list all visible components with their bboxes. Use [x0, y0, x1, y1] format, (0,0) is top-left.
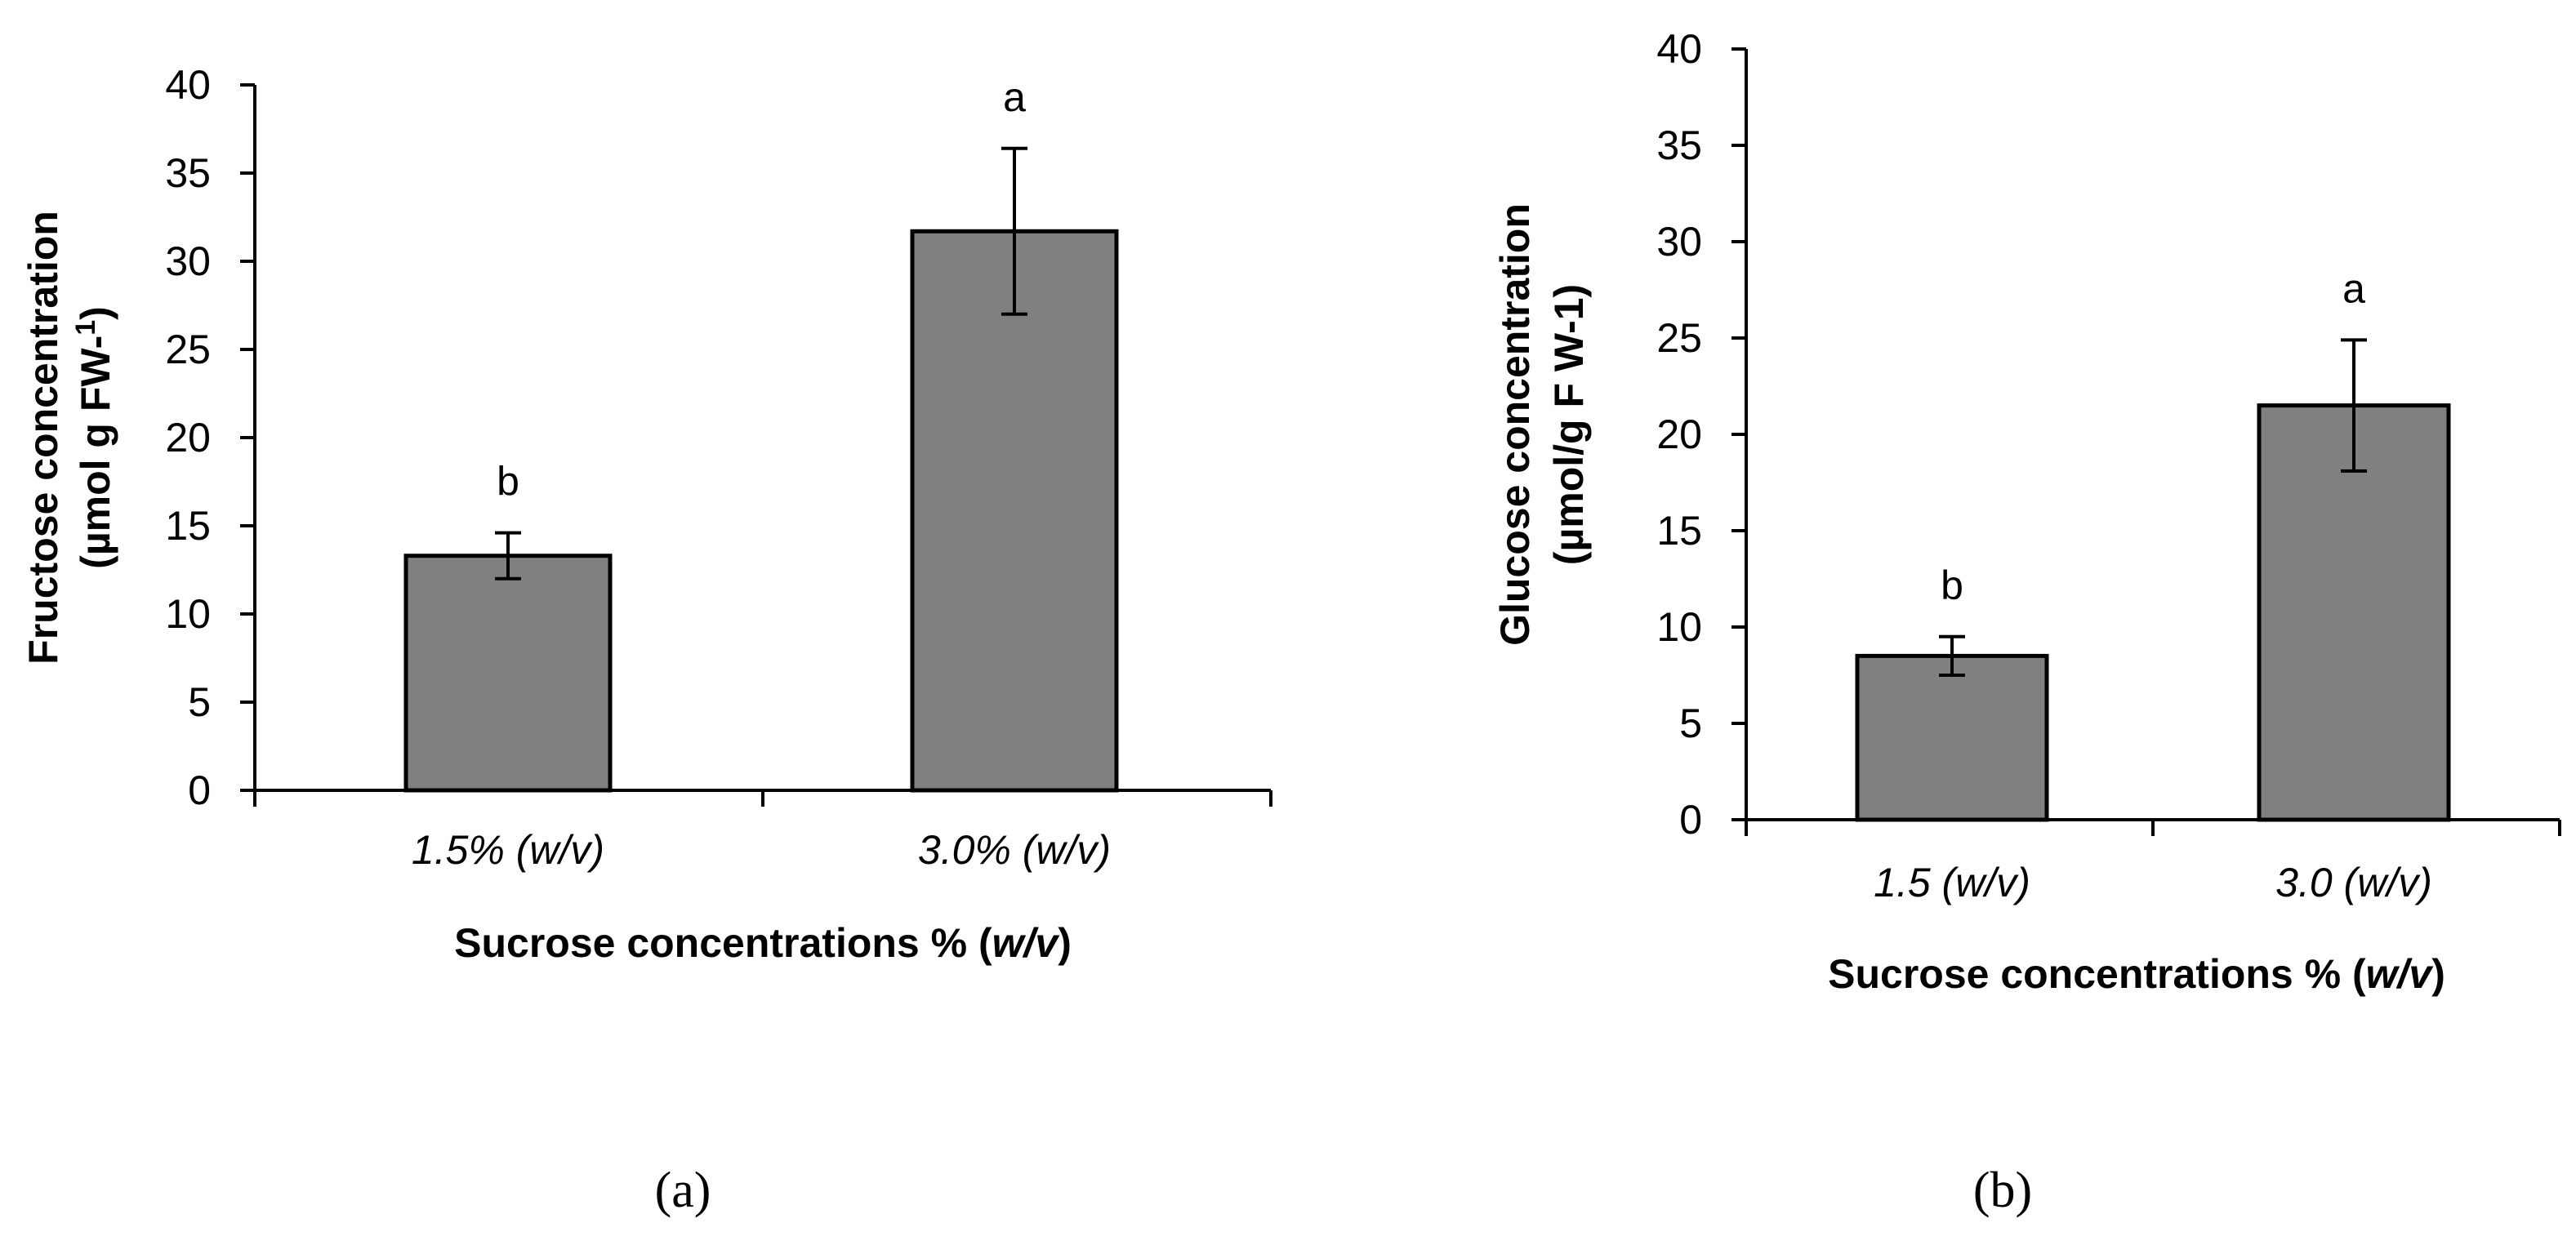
bar-b-2	[2257, 403, 2451, 822]
y-axis-ticks-a: 0 5 10 15 20 25 30 35 40	[165, 62, 1272, 813]
y-tick-label: 0	[1679, 797, 1702, 843]
y-axis-title-b-line1: Glucose concentration	[1492, 203, 1538, 646]
y-tick-label: 25	[165, 327, 211, 372]
y-tick-label: 5	[188, 679, 211, 725]
x-axis-title-b: Sucrose concentrations % (w/v)	[1828, 951, 2445, 997]
category-label-a-2: 3.0% (w/v)	[918, 827, 1111, 873]
y-tick-label: 25	[1656, 315, 1702, 361]
significance-label-b-1: b	[1941, 563, 1963, 608]
panel-label-a: (a)	[655, 1163, 711, 1218]
y-axis-title-a-line1: Fructose concentration	[20, 211, 66, 665]
error-bar-b-2	[2341, 338, 2367, 473]
y-tick-label: 40	[165, 62, 211, 108]
y-axis-title-a-line2: (µmol g FW-1)	[70, 306, 118, 569]
y-tick-label: 30	[165, 238, 211, 284]
error-bar-b-1	[1939, 634, 1965, 677]
y-tick-label: 20	[165, 415, 211, 460]
error-bar-a-2	[1001, 146, 1027, 316]
y-tick-label: 20	[1656, 411, 1702, 457]
error-bar-a-1	[495, 531, 521, 580]
y-axis-title-b-line2: (µmol/g F W-1)	[1546, 284, 1592, 565]
bars-a: b 1.5% (w/v) a 3.0% (w/v)	[403, 74, 1119, 873]
y-tick-label: 0	[188, 767, 211, 813]
y-tick-label: 10	[1656, 604, 1702, 650]
category-label-a-1: 1.5% (w/v)	[412, 827, 604, 873]
significance-label-a-1: b	[497, 459, 519, 505]
significance-label-b-2: a	[2342, 265, 2365, 311]
bars-b: b 1.5 (w/v) a 3.0 (w/v)	[1855, 265, 2451, 905]
y-tick-label: 30	[1656, 219, 1702, 265]
y-tick-label: 35	[165, 150, 211, 196]
x-axis-title-a: Sucrose concentrations % (w/v)	[454, 920, 1072, 966]
y-tick-label: 40	[1656, 26, 1702, 72]
y-tick-label: 10	[165, 591, 211, 637]
category-label-b-2: 3.0 (w/v)	[2275, 860, 2432, 905]
significance-label-a-2: a	[1003, 74, 1026, 120]
y-axis-ticks-b: 0 5 10 15 20 25 30 35 40	[1656, 26, 2561, 843]
bar-a-1	[403, 554, 613, 793]
panel-label-b: (b)	[1973, 1163, 2032, 1218]
bar-b-1	[1855, 653, 2049, 822]
y-tick-label: 15	[1656, 508, 1702, 554]
y-tick-label: 35	[1656, 122, 1702, 168]
y-tick-label: 15	[165, 503, 211, 549]
chart-panel-b: 0 5 10 15 20 25 30 35 40 b 1.5 (w/v) a 3.0 (w/v) Gl…	[1492, 26, 2561, 1218]
y-tick-label: 5	[1679, 701, 1702, 746]
category-label-b-1: 1.5 (w/v)	[1874, 860, 2030, 905]
